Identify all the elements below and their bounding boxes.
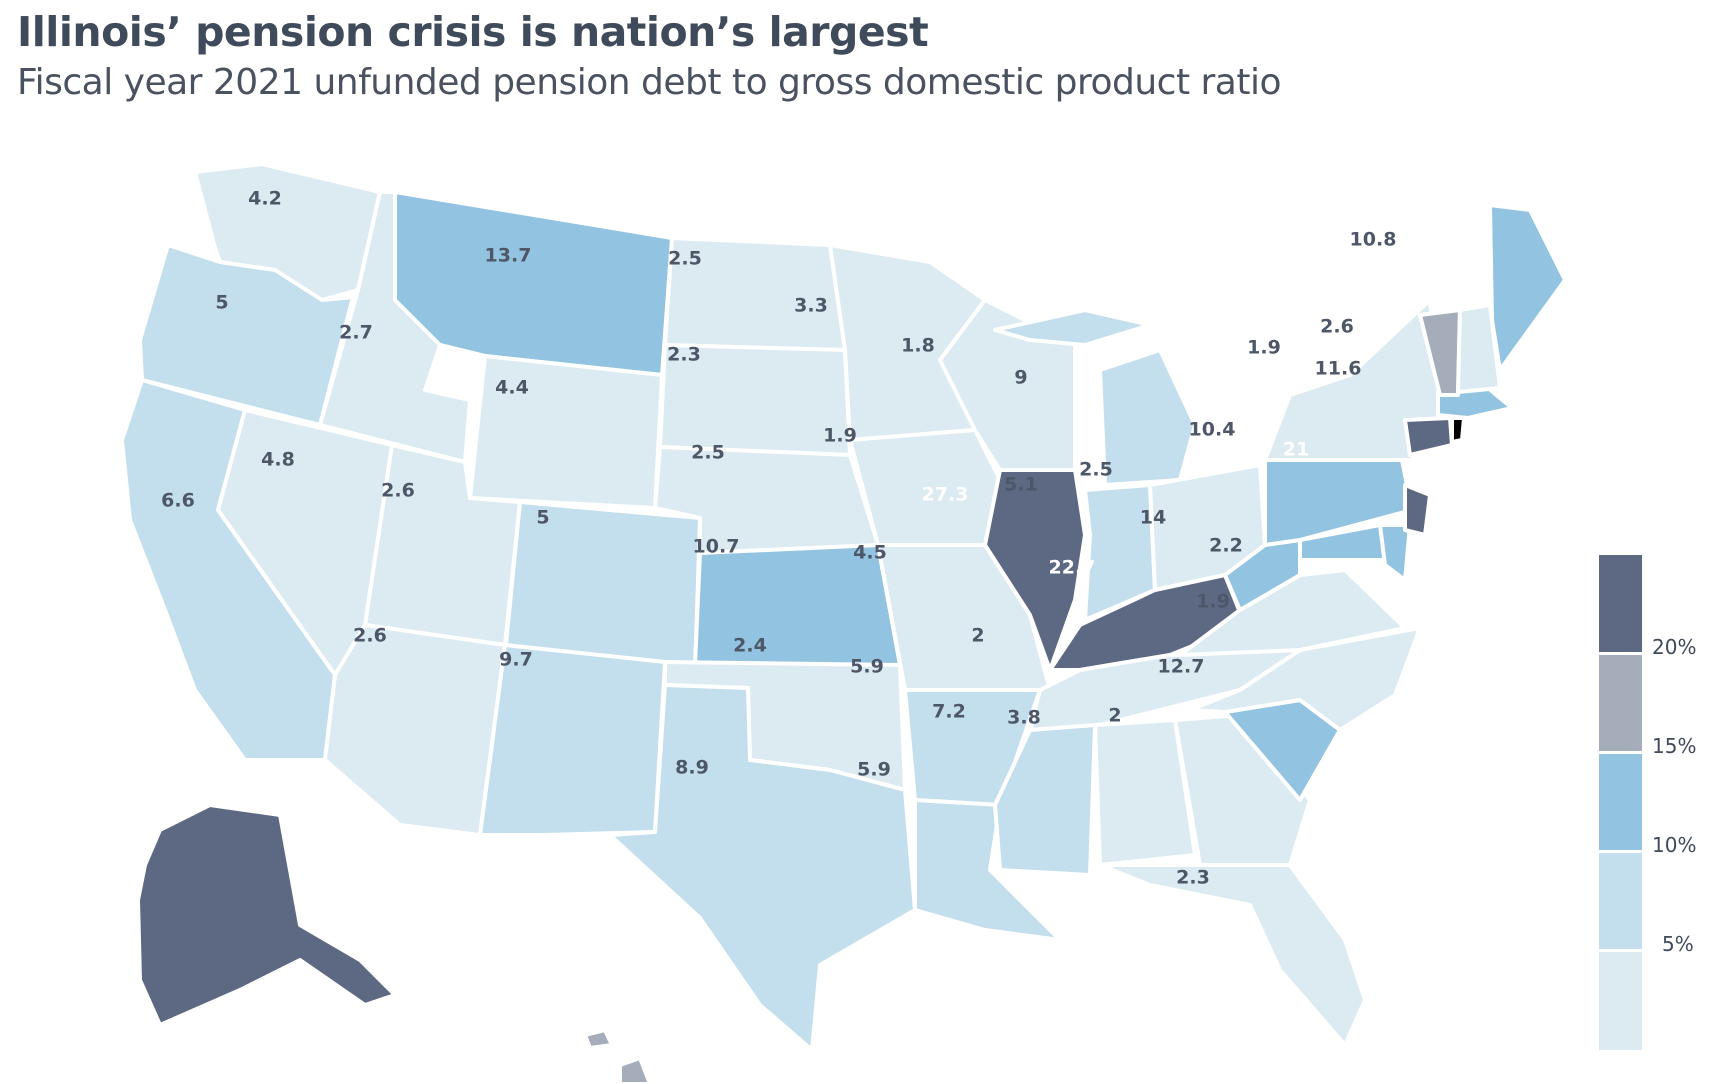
state-label-ca: 6.6 [161,490,195,512]
state-value-labels: 4.2 5 6.6 4.8 2.7 13.7 4.4 2.6 5 2.6 9.7 2.5 2.3 2.5 1… [161,188,1396,969]
state-label-wa: 4.2 [248,188,282,210]
state-label-wi: 1.8 [901,335,935,357]
state-label-pa: 10.4 [1189,419,1236,441]
state-label-in: 5.1 [1004,474,1038,496]
state-label-az: 2.6 [353,625,387,647]
state-label-va: 2.2 [1209,535,1243,557]
state-nj [1403,483,1432,537]
state-label-mn: 3.3 [794,295,828,317]
state-label-sc: 12.7 [1158,656,1205,678]
state-label-ok: 2.4 [733,635,767,657]
state-label-ak: 23.9 [186,787,233,809]
state-il [983,468,1087,672]
state-vt [1418,308,1462,397]
state-hi-islands [583,1028,614,1050]
state-label-wy: 4.4 [495,377,529,399]
state-label-nv: 4.8 [261,449,295,471]
state-label-ma: 11.6 [1315,358,1362,380]
legend-swatch-20-plus [1599,555,1642,652]
state-nh [1456,303,1502,394]
legend-tick-5: 5% [1662,932,1694,956]
legend-tick-20: 20% [1652,635,1696,659]
legend-swatch-5-10 [1599,853,1642,949]
state-label-al: 3.8 [1007,707,1041,729]
legend-tick-10: 10% [1652,833,1696,857]
state-label-tn: 2 [971,625,984,647]
state-label-mo: 4.5 [853,542,887,564]
legend-scale: 20% 15% 10% 5% [1599,555,1696,1050]
legend-swatch-10-15 [1599,754,1642,850]
state-label-il: 27.3 [922,484,969,506]
state-label-ky: 22.7 [1049,557,1096,579]
state-label-tx: 8.9 [675,757,709,779]
state-label-fl: 2.3 [1176,867,1210,889]
state-me [1488,203,1567,372]
state-label-me: 10.8 [1350,229,1397,251]
state-label-ut: 2.6 [381,480,415,502]
state-mi [1098,348,1197,487]
state-shapes [120,162,1567,1084]
state-ct [1403,416,1454,457]
state-label-ks: 10.7 [693,536,740,558]
state-label-ar: 5.9 [850,656,884,678]
state-label-nh: 2.6 [1320,316,1354,338]
state-label-ga: 2 [1108,705,1121,727]
state-label-or: 5 [215,292,228,314]
legend-swatch-15-20 [1599,655,1642,751]
state-ak [136,803,397,1027]
map-subtitle: Fiscal year 2021 unfunded pension debt t… [17,62,1282,103]
state-ri [1450,416,1466,444]
state-hi [618,1056,652,1084]
state-label-co: 5 [536,507,549,529]
map-title: Illinois’ pension crisis is nation’s lar… [17,8,929,56]
state-label-nd: 2.5 [668,248,702,270]
state-al [1093,718,1197,867]
state-az [323,623,507,837]
state-label-wv: 14 [1140,507,1166,529]
state-label-id: 2.7 [339,322,373,344]
state-label-ia: 1.9 [823,425,857,447]
state-nc [1188,626,1422,732]
state-label-sd: 2.3 [667,344,701,366]
state-mi-upper [993,308,1152,347]
state-label-nc: 1.9 [1196,591,1230,613]
legend-swatch-0-5 [1599,952,1642,1050]
state-label-ct: 21 [1283,439,1309,461]
state-label-mi: 9 [1014,367,1027,389]
state-label-nm: 9.7 [499,649,533,671]
state-label-hi: 17.7 [484,947,531,969]
legend-tick-15: 15% [1652,734,1696,758]
state-or [138,243,355,427]
state-tx [608,683,917,1052]
state-label-ne: 2.5 [691,442,725,464]
state-label-ms: 7.2 [932,701,966,723]
state-fl [1098,863,1367,1047]
state-de [1378,523,1412,582]
state-label-oh: 2.5 [1079,459,1113,481]
state-label-la: 5.9 [857,759,891,781]
state-nm [478,643,667,837]
state-label-ny: 1.9 [1247,337,1281,359]
state-ms [993,723,1097,877]
state-label-mt: 13.7 [485,245,532,267]
